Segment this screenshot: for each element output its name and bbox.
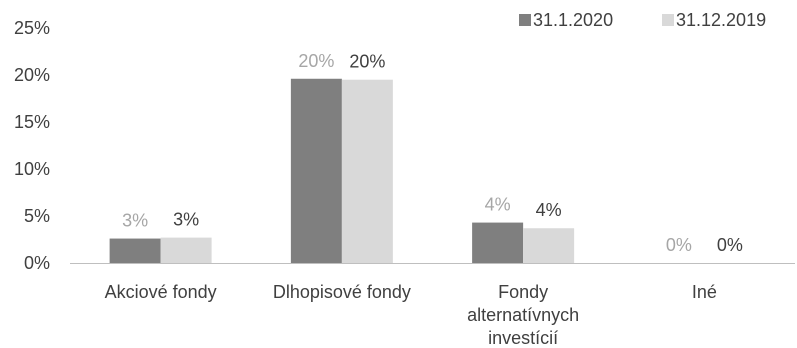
legend-label: 31.12.2019 (676, 10, 766, 30)
legend: 31.1.2020 31.12.2019 (519, 10, 766, 30)
data-label: 3% (173, 210, 199, 230)
y-tick-label: 15% (14, 112, 50, 132)
bar (523, 228, 575, 263)
bar (109, 238, 161, 263)
bar (290, 78, 342, 263)
y-tick-label: 10% (14, 159, 50, 179)
y-axis: 0% 5% 10% 15% 20% 25% (14, 18, 50, 273)
data-label: 3% (122, 211, 148, 231)
legend-swatch (519, 14, 531, 26)
data-label: 20% (298, 51, 334, 71)
data-label: 4% (485, 195, 511, 215)
data-labels: 3% 3% 20% 20% 4% 4% 0% 0% (122, 51, 743, 255)
x-category-label: Dlhopisové fondy (273, 282, 411, 302)
legend-label: 31.1.2020 (533, 10, 613, 30)
y-tick-label: 20% (14, 65, 50, 85)
data-label: 0% (717, 235, 743, 255)
x-category-label: Fondy alternatívnych investícií (467, 282, 579, 348)
bars (109, 78, 575, 263)
data-label: 0% (666, 235, 692, 255)
bar (472, 222, 524, 263)
data-label: 20% (349, 52, 385, 72)
data-label: 4% (536, 200, 562, 220)
x-category-label: Akciové fondy (105, 282, 217, 302)
y-tick-label: 25% (14, 18, 50, 38)
bar (160, 237, 212, 263)
y-tick-label: 5% (24, 206, 50, 226)
y-tick-label: 0% (24, 253, 50, 273)
x-axis: Akciové fondy Dlhopisové fondy Fondy altern… (105, 282, 717, 348)
bar (341, 79, 393, 263)
x-category-label: Iné (692, 282, 717, 302)
legend-swatch (662, 14, 674, 26)
